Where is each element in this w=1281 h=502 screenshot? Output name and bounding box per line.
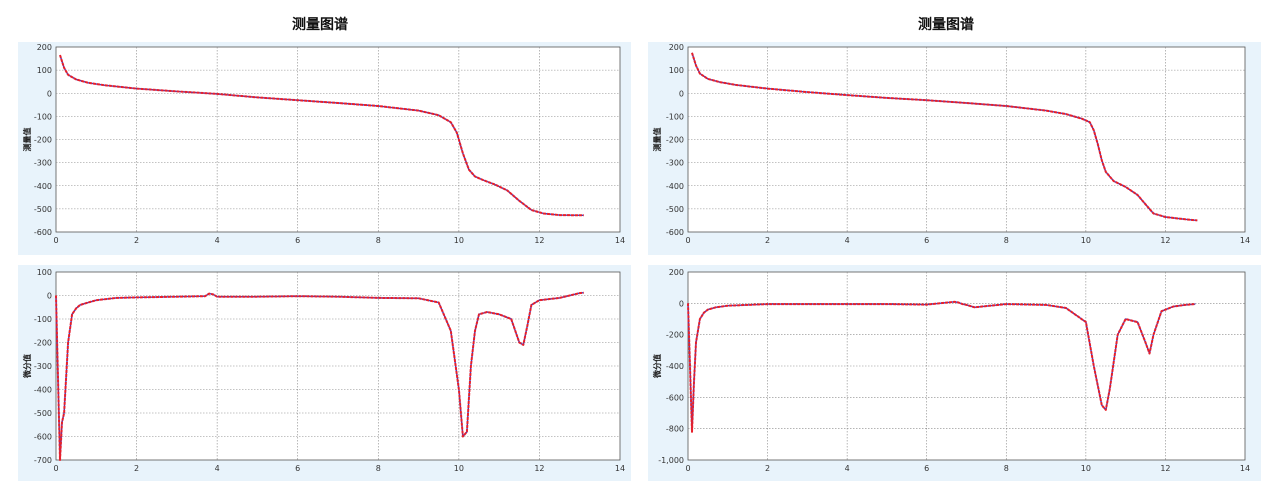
y-tick-label: -400 [666, 362, 684, 371]
y-tick-label: -1,000 [658, 456, 684, 465]
y-tick-label: 200 [669, 268, 684, 277]
y-tick-label: -300 [34, 159, 52, 168]
y-tick-label: 200 [37, 43, 52, 52]
x-tick-label: 14 [615, 464, 625, 473]
series-line [691, 52, 1198, 222]
x-tick-label: 12 [1160, 464, 1170, 473]
x-tick-label: 10 [1081, 464, 1091, 473]
x-tick-label: 6 [924, 464, 929, 473]
x-tick-label: 8 [1004, 236, 1009, 245]
chart-title-right: 测量图谱 [918, 17, 974, 33]
y-tick-label: -100 [34, 112, 52, 121]
x-tick-label: 12 [1160, 236, 1170, 245]
series-line [59, 54, 584, 217]
y-axis-label: 测量值 [652, 128, 662, 152]
x-tick-label: 8 [1004, 464, 1009, 473]
x-tick-label: 6 [924, 236, 929, 245]
x-tick-label: 10 [454, 464, 464, 473]
x-tick-label: 6 [295, 464, 300, 473]
series-line [687, 300, 1196, 433]
plot-area [687, 271, 1246, 461]
x-tick-label: 4 [215, 236, 220, 245]
y-tick-label: 100 [37, 66, 52, 75]
x-tick-label: 0 [685, 464, 690, 473]
y-tick-label: -600 [34, 433, 52, 442]
plot-area [687, 46, 1246, 233]
x-tick-label: 0 [53, 464, 58, 473]
x-tick-label: 0 [685, 236, 690, 245]
y-axis-label: 微分值 [652, 354, 662, 379]
y-tick-label: -300 [34, 362, 52, 371]
y-axis-label: 微分值 [22, 354, 32, 379]
y-tick-label: -500 [34, 205, 52, 214]
x-tick-label: 2 [134, 464, 139, 473]
y-tick-label: -300 [666, 159, 684, 168]
y-tick-label: 0 [47, 89, 52, 98]
x-tick-label: 8 [376, 464, 381, 473]
chart-title-left: 测量图谱 [292, 17, 348, 33]
x-tick-label: 12 [534, 464, 544, 473]
x-tick-label: 4 [845, 236, 850, 245]
x-tick-label: 10 [454, 236, 464, 245]
y-tick-label: -600 [666, 393, 684, 402]
x-tick-label: 14 [1240, 464, 1250, 473]
x-tick-label: 6 [295, 236, 300, 245]
x-tick-label: 2 [134, 236, 139, 245]
y-tick-label: -100 [666, 112, 684, 121]
x-tick-label: 14 [1240, 236, 1250, 245]
y-axis-label: 测量值 [22, 128, 32, 152]
x-tick-label: 4 [845, 464, 850, 473]
y-tick-label: -700 [34, 456, 52, 465]
y-tick-label: -200 [666, 331, 684, 340]
series-line [55, 291, 584, 461]
y-tick-label: -200 [34, 339, 52, 348]
y-tick-label: 200 [669, 43, 684, 52]
y-tick-label: 0 [47, 292, 52, 301]
y-tick-label: -400 [34, 386, 52, 395]
x-tick-label: 12 [534, 236, 544, 245]
y-tick-label: 100 [669, 66, 684, 75]
x-tick-label: 0 [53, 236, 58, 245]
y-tick-label: -500 [666, 205, 684, 214]
x-tick-label: 4 [215, 464, 220, 473]
y-tick-label: 100 [37, 268, 52, 277]
y-tick-label: -200 [34, 136, 52, 145]
x-tick-label: 8 [376, 236, 381, 245]
y-tick-label: -200 [666, 136, 684, 145]
x-tick-label: 14 [615, 236, 625, 245]
y-tick-label: -600 [666, 228, 684, 237]
y-tick-label: 0 [679, 299, 684, 308]
x-tick-label: 2 [765, 464, 770, 473]
x-tick-label: 10 [1081, 236, 1091, 245]
x-tick-label: 2 [765, 236, 770, 245]
y-tick-label: -400 [666, 182, 684, 191]
y-tick-label: -100 [34, 315, 52, 324]
y-tick-label: -800 [666, 425, 684, 434]
y-tick-label: -500 [34, 409, 52, 418]
y-tick-label: -600 [34, 228, 52, 237]
y-tick-label: 0 [679, 89, 684, 98]
y-tick-label: -400 [34, 182, 52, 191]
